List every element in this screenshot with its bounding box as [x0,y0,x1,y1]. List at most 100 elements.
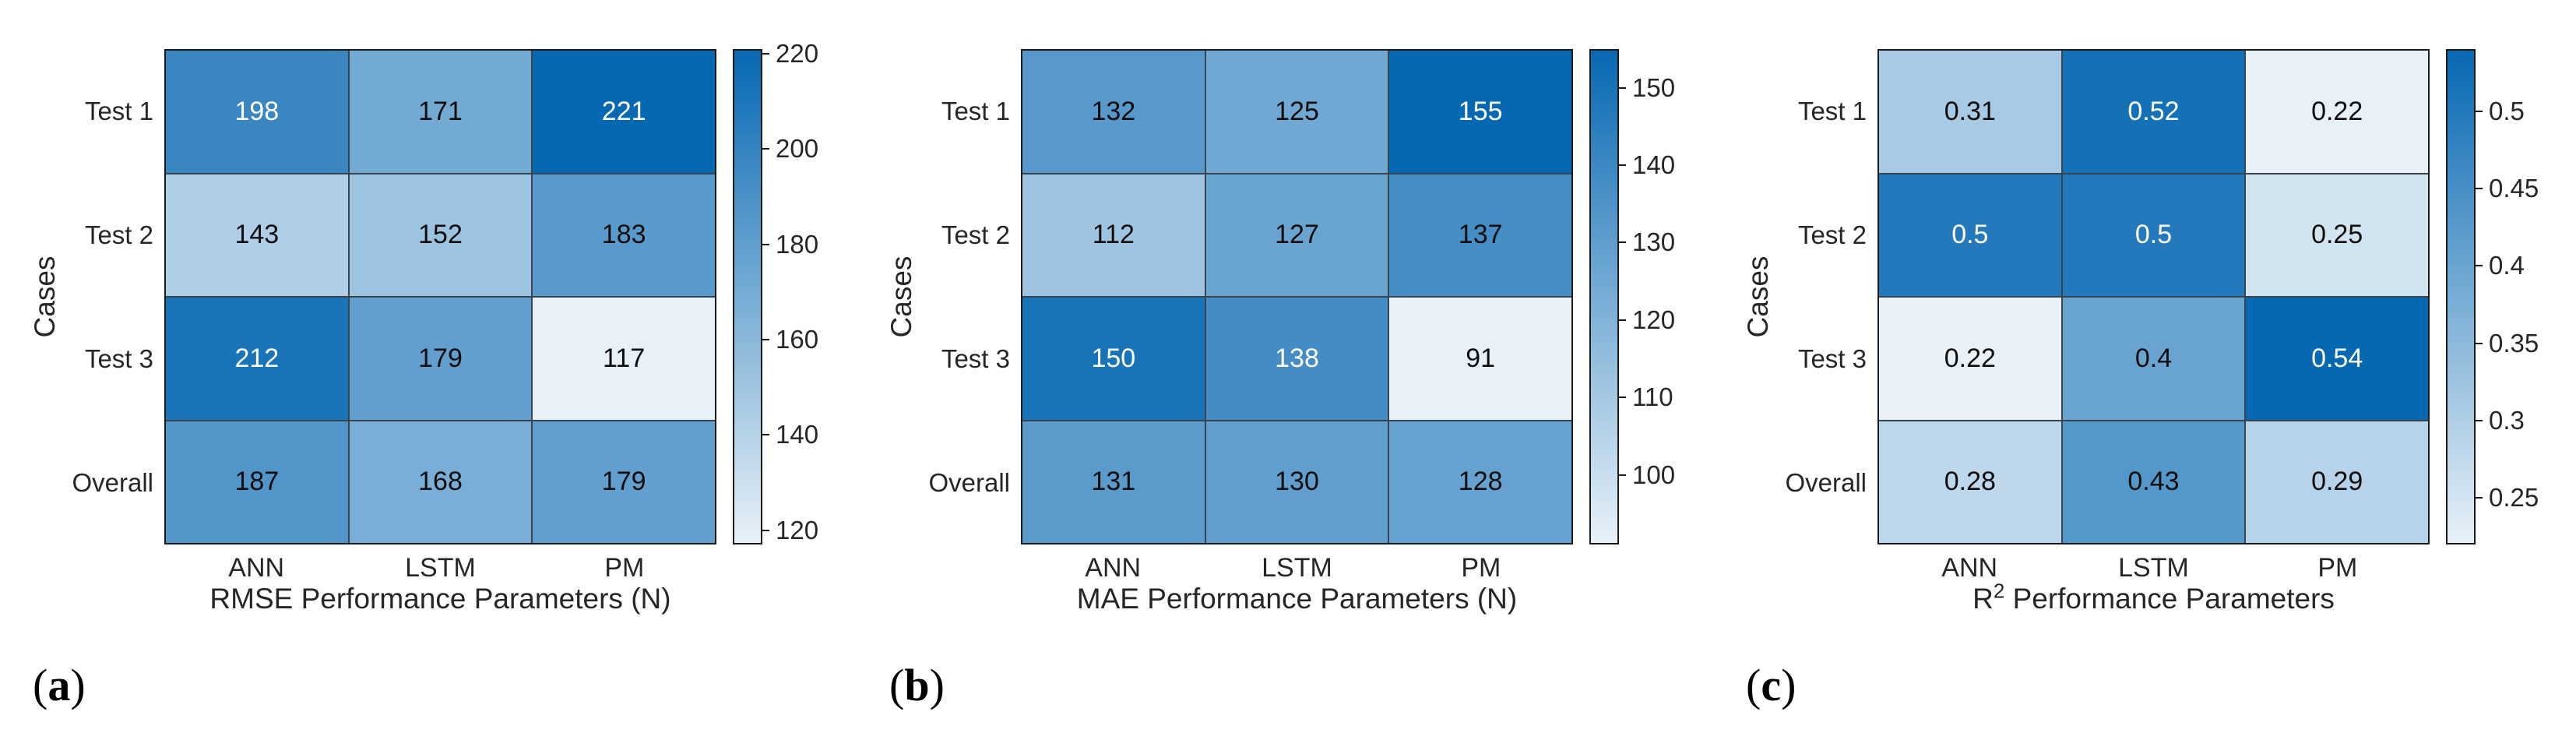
colorbar-tick [762,148,769,150]
colorbar-tick [2476,110,2483,112]
colorbar-tick-label: 200 [776,134,819,164]
colorbar-tick [762,339,769,341]
heatmap-cell-value: 125 [1275,96,1319,126]
row-label-overall: Overall [928,467,1010,497]
heatmap-cell-value: 91 [1466,343,1496,373]
x-axis-label: R2 Performance Parameters [1877,579,2430,615]
colorbar-tick [1619,474,1626,476]
heatmap-cell-value: 187 [234,467,280,497]
col-label-ann: ANN [1085,553,1142,583]
heatmap-cell-value: 132 [1091,96,1136,126]
heatmap-cell-value: 179 [601,467,646,497]
heatmap-cell: 183 [533,174,715,296]
colorbar-tick-label: 120 [776,515,819,544]
heatmap-cell-value: 179 [418,343,463,373]
colorbar-tick [1619,241,1626,244]
heatmap-cell-value: 130 [1275,467,1319,497]
row-label-test-1: Test 1 [1797,96,1867,125]
colorbar-tick-label: 220 [776,39,819,69]
heatmap-cell-value: 0.4 [2134,343,2173,373]
row-label-test-2: Test 2 [1797,220,1867,249]
heatmap-cell-value: 221 [601,96,646,126]
colorbar-tick [1619,86,1626,89]
colorbar [733,49,762,544]
heatmap-cell-value: 137 [1458,220,1503,250]
colorbar-tick-label: 110 [1632,382,1673,412]
caption-paren-open: ( [33,660,48,710]
heatmap-cell: 221 [533,51,715,173]
heatmap-cell-value: 0.31 [1944,96,1996,126]
colorbar-tick-label: 160 [776,325,819,354]
heatmap-cell: 152 [349,174,532,296]
heatmap-cell: 179 [533,421,715,543]
heatmap-cell: 0.28 [1879,421,2061,543]
panel-c: Cases Test 1 Test 2 Test 3 Overall 0.31 0.52 0.… [1713,0,2576,740]
colorbar-tick [762,243,769,245]
panel-caption: (a) [33,659,86,711]
caption-paren-close: ) [929,660,945,710]
heatmap-cell-value: 212 [234,343,280,373]
heatmap-cell-value: 0.29 [2311,467,2363,497]
heatmap-cell: 0.31 [1879,51,2061,173]
heatmap-cell: 117 [533,298,715,420]
colorbar-tick [2476,420,2483,421]
colorbar-tick-label: 120 [1632,305,1676,334]
heatmap-cell: 127 [1205,174,1388,296]
heatmap-cell: 0.29 [2246,421,2428,543]
row-label-test-2: Test 2 [941,220,1010,249]
y-axis-label: Cases [29,255,61,338]
row-label-test-3: Test 3 [1797,344,1867,373]
col-label-lstm: LSTM [405,553,476,583]
colorbar-tick-label: 0.25 [2489,483,2539,513]
col-label-ann: ANN [228,553,285,583]
heatmap-cell: 0.22 [2246,51,2428,173]
colorbar-tick [1619,396,1626,399]
colorbar-tick [2476,187,2483,189]
caption-paren-close: ) [70,660,86,710]
x-axis-label-text: Performance Parameters [2004,583,2335,615]
panel-a: Cases Test 1 Test 2 Test 3 Overall 198 171 221 1… [0,0,857,740]
col-label-ann: ANN [1941,553,1998,583]
heatmap-cell: 187 [166,421,348,543]
colorbar-tick-label: 150 [1632,72,1676,102]
x-axis-label-text: MAE Performance Parameters (N) [1076,583,1518,615]
heatmap-cell: 198 [166,51,348,173]
row-label-test-1: Test 1 [941,96,1010,125]
y-axis-label: Cases [1742,255,1774,338]
heatmap-cell: 0.43 [2062,421,2245,543]
heatmap-cell-value: 143 [234,220,280,250]
y-axis-label: Cases [885,255,917,338]
colorbar-tick-label: 180 [776,229,819,259]
heatmap-cell: 132 [1022,51,1205,173]
colorbar [2446,49,2476,544]
caption-paren-open: ( [1746,660,1761,710]
heatmap-cell-value: 127 [1275,220,1319,250]
heatmap-cell: 137 [1389,174,1571,296]
x-axis-label: MAE Performance Parameters (N) [1021,583,1573,615]
panel-caption: (b) [889,659,945,711]
heatmap-cell: 0.25 [2246,174,2428,296]
heatmap-cell-value: 117 [603,343,646,373]
row-label-test-2: Test 2 [84,220,153,249]
caption-letter: b [904,660,930,710]
row-label-test-3: Test 3 [84,344,153,373]
x-axis-label-superscript: 2 [1993,579,2005,603]
heatmap-cell: 0.22 [1879,298,2061,420]
heatmap-cell: 0.5 [1879,174,2061,296]
heatmap-cell: 0.5 [2062,174,2245,296]
colorbar-tick [762,529,769,531]
heatmap-cell: 125 [1205,51,1388,173]
heatmap-cell: 179 [349,298,532,420]
heatmap-cell-value: 0.22 [2311,96,2363,126]
colorbar-tick [1619,164,1626,167]
caption-paren-close: ) [1781,660,1797,710]
heatmap-cell: 138 [1205,298,1388,420]
colorbar-tick-label: 130 [1632,227,1676,257]
colorbar-tick [762,53,769,55]
heatmap-cell: 130 [1205,421,1388,543]
heatmap-cell-value: 168 [418,467,463,497]
col-label-pm: PM [1461,553,1501,583]
heatmap-cell-value: 128 [1458,467,1503,497]
colorbar [1589,49,1619,544]
